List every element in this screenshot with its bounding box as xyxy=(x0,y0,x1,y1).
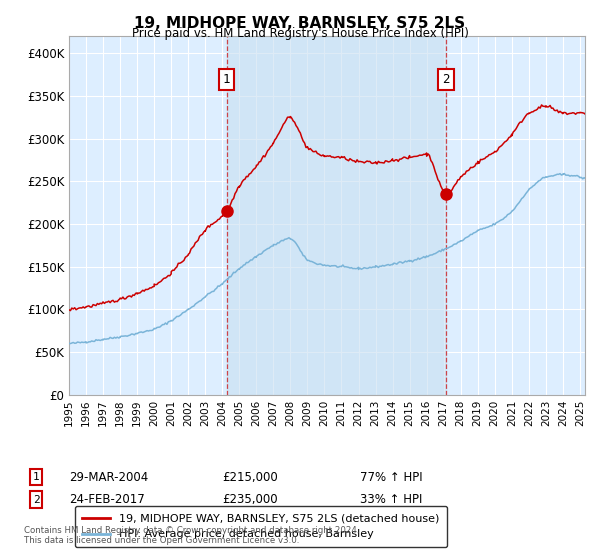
Legend: 19, MIDHOPE WAY, BARNSLEY, S75 2LS (detached house), HPI: Average price, detache: 19, MIDHOPE WAY, BARNSLEY, S75 2LS (deta… xyxy=(74,506,447,547)
Text: 77% ↑ HPI: 77% ↑ HPI xyxy=(360,470,422,484)
Text: £235,000: £235,000 xyxy=(222,493,278,506)
Text: 1: 1 xyxy=(223,73,230,86)
Bar xyxy=(227,36,446,395)
Text: £215,000: £215,000 xyxy=(222,470,278,484)
Text: 19, MIDHOPE WAY, BARNSLEY, S75 2LS: 19, MIDHOPE WAY, BARNSLEY, S75 2LS xyxy=(134,16,466,31)
Text: 33% ↑ HPI: 33% ↑ HPI xyxy=(360,493,422,506)
Text: 2: 2 xyxy=(32,494,40,505)
Text: Contains HM Land Registry data © Crown copyright and database right 2024.: Contains HM Land Registry data © Crown c… xyxy=(24,526,359,535)
Text: 29-MAR-2004: 29-MAR-2004 xyxy=(69,470,148,484)
Text: This data is licensed under the Open Government Licence v3.0.: This data is licensed under the Open Gov… xyxy=(24,536,299,545)
Text: 24-FEB-2017: 24-FEB-2017 xyxy=(69,493,145,506)
Text: Price paid vs. HM Land Registry's House Price Index (HPI): Price paid vs. HM Land Registry's House … xyxy=(131,27,469,40)
Text: 1: 1 xyxy=(32,472,40,482)
Text: 2: 2 xyxy=(442,73,450,86)
